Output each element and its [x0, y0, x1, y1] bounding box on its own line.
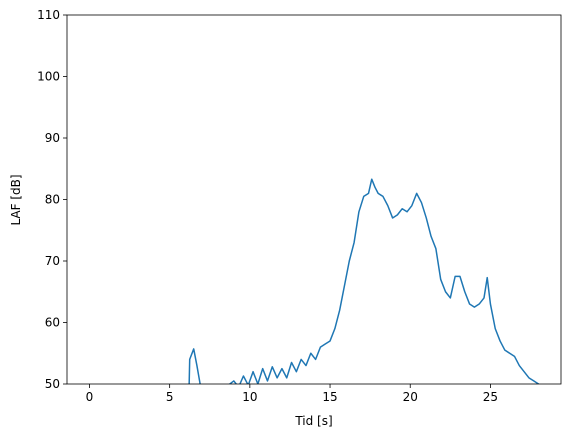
x-axis-label: Tid [s] — [294, 414, 332, 428]
y-tick-label: 80 — [45, 193, 60, 207]
x-tick-label: 25 — [483, 390, 498, 404]
y-tick-label: 50 — [45, 377, 60, 391]
x-tick-label: 0 — [86, 390, 94, 404]
data-line — [188, 178, 540, 384]
y-tick-label: 70 — [45, 254, 60, 268]
y-tick-label: 100 — [37, 70, 60, 84]
y-tick-label: 60 — [45, 316, 60, 330]
y-tick-label: 90 — [45, 131, 60, 145]
x-tick-label: 10 — [242, 390, 257, 404]
x-tick-label: 20 — [403, 390, 418, 404]
y-axis-label: LAF [dB] — [9, 174, 23, 225]
x-tick-label: 15 — [322, 390, 337, 404]
y-tick-label: 110 — [37, 8, 60, 22]
plot-frame — [66, 14, 562, 385]
x-tick-label: 5 — [166, 390, 174, 404]
